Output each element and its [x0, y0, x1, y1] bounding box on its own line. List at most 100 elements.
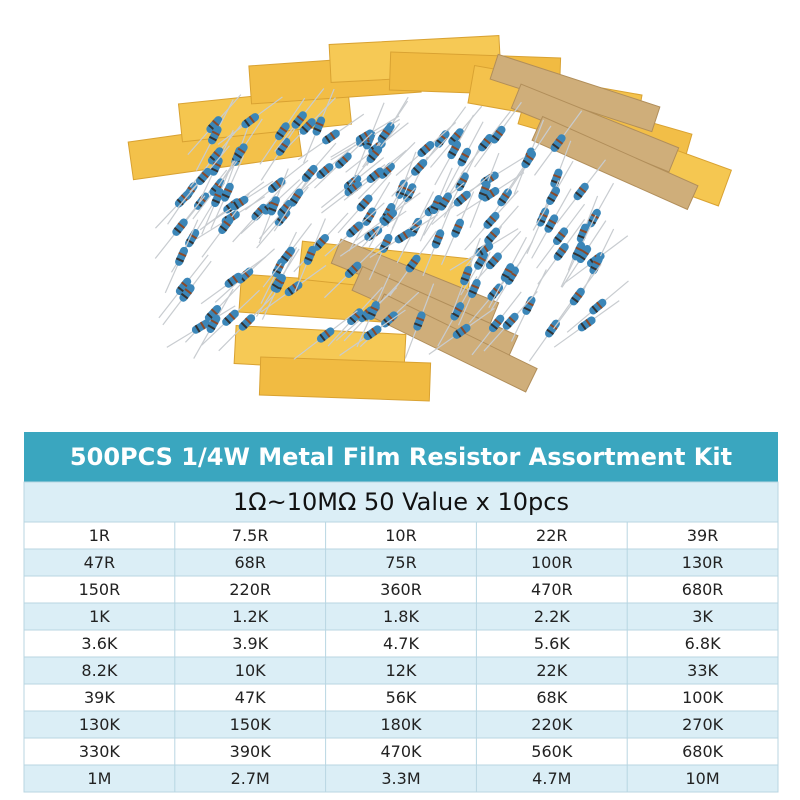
resistor-body [467, 278, 481, 298]
band [550, 191, 559, 197]
table-cell: 1.2K [232, 607, 268, 626]
band [378, 134, 387, 141]
resistor-body [303, 245, 317, 265]
table-cell: 10K [235, 661, 266, 680]
band [461, 152, 470, 159]
resistor-body [268, 177, 286, 193]
band [243, 119, 251, 127]
resistor [422, 201, 454, 277]
band [329, 131, 336, 140]
resistor [348, 123, 401, 186]
band [228, 312, 236, 320]
band [577, 234, 586, 240]
resistor-body [417, 141, 435, 157]
band [504, 267, 513, 274]
resistor-body [589, 255, 603, 275]
band [574, 291, 583, 299]
resistor-body [175, 277, 192, 296]
resistor-body [550, 134, 566, 152]
band [352, 224, 360, 232]
resistor-body [504, 266, 519, 285]
band [430, 205, 439, 211]
band [478, 191, 488, 197]
band [195, 201, 203, 208]
band [438, 201, 447, 208]
resistor-body [453, 190, 471, 207]
band [468, 289, 477, 295]
table-row [23, 521, 779, 550]
band [305, 121, 313, 129]
band [477, 247, 484, 256]
resistor [201, 160, 234, 235]
band [237, 147, 246, 154]
band [221, 193, 230, 199]
resistor-body [222, 309, 239, 326]
band [548, 218, 557, 225]
resistor [343, 149, 407, 201]
band [314, 241, 322, 249]
table-row [23, 548, 779, 577]
resistor-body [478, 180, 491, 200]
resistor-body [429, 195, 443, 215]
band [366, 331, 373, 339]
band [546, 328, 555, 335]
table-row [23, 764, 779, 793]
band [348, 316, 357, 324]
resistor [324, 202, 385, 257]
band [501, 192, 510, 199]
band [281, 255, 289, 262]
band [373, 170, 381, 178]
resistor-body [483, 211, 500, 229]
band [501, 273, 510, 279]
band [177, 222, 186, 229]
table-cell: 130R [682, 553, 724, 572]
resistor-body [478, 133, 494, 152]
band [482, 244, 489, 253]
band [489, 215, 497, 223]
resistor-body [379, 233, 393, 253]
resistor [162, 260, 212, 326]
table-cell: 47K [235, 688, 266, 707]
band [432, 240, 441, 246]
resistor [533, 110, 583, 176]
resistor [369, 214, 438, 259]
resistor-body [576, 223, 590, 243]
resistor [166, 305, 236, 348]
band [498, 197, 507, 204]
band [318, 169, 326, 178]
resistor-body [452, 323, 471, 339]
table-cell: 4.7M [532, 769, 571, 788]
resistor [457, 251, 491, 326]
table-row [23, 629, 779, 658]
resistor [244, 159, 309, 211]
band [492, 287, 501, 294]
band [318, 237, 326, 245]
table-cell: 680K [682, 742, 724, 761]
table-cell: 330K [79, 742, 121, 761]
band [523, 306, 532, 312]
table-cell: 130K [79, 715, 121, 734]
resistor-body [377, 125, 393, 144]
resistor-body [343, 174, 362, 191]
band [485, 219, 493, 227]
resistor [389, 230, 437, 297]
band [306, 251, 315, 257]
band [555, 138, 564, 145]
resistor-body [577, 316, 596, 332]
resistor-body [460, 265, 473, 286]
band [307, 168, 315, 176]
resistor [566, 280, 629, 333]
resistor [449, 228, 519, 271]
band [234, 152, 243, 159]
resistor [483, 291, 538, 352]
table-subtitle: 1Ω~10MΩ 50 Value x 10pcs [233, 488, 569, 516]
band [323, 165, 330, 174]
band [451, 311, 460, 318]
resistor [474, 101, 522, 168]
band [491, 134, 500, 142]
resistor-body [497, 188, 512, 207]
resistor-body [546, 186, 561, 205]
table-cell: 10M [686, 769, 720, 788]
band [278, 208, 287, 215]
